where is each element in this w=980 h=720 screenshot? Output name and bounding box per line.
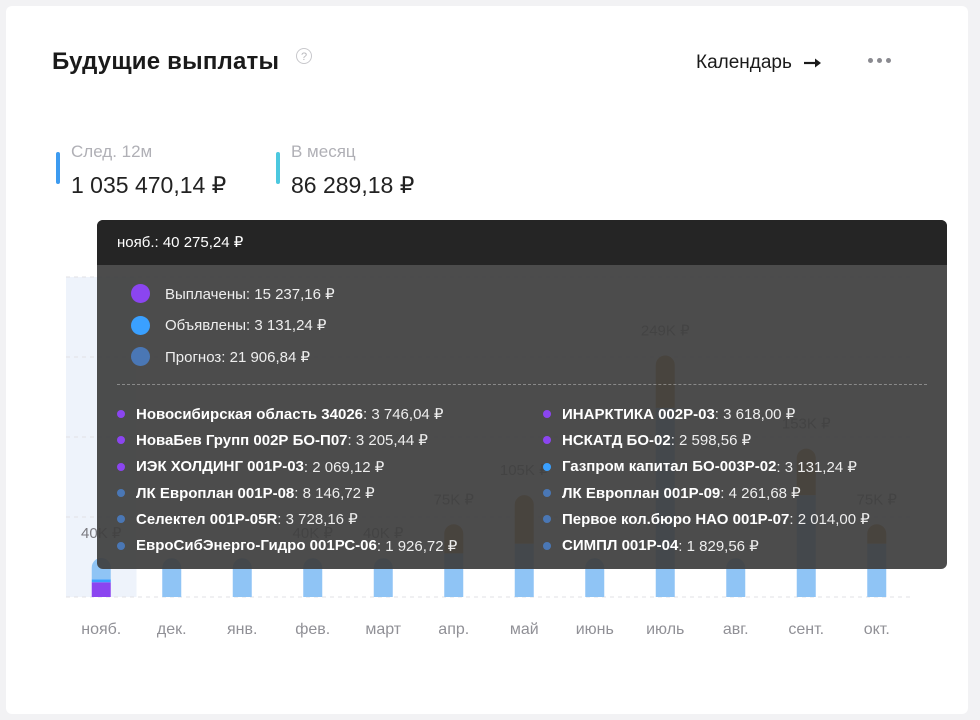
bond-name: ЛК Европлан 001Р-09 (562, 484, 721, 502)
bond-amount: : 1 926,72 ₽ (376, 537, 458, 555)
legend-dot-icon (131, 284, 150, 304)
tooltip-bond-row: ЕвроСибЭнерго-Гидро 001РС-06: 1 926,72 ₽ (117, 532, 457, 558)
more-options-icon[interactable] (868, 58, 891, 63)
x-tick-label: июль (646, 621, 684, 638)
stat-per-month-marker (276, 152, 280, 184)
bond-name: Селектел 001P-05R (136, 510, 278, 528)
x-tick-label: май (510, 621, 539, 638)
bond-amount: : 2 069,12 ₽ (303, 458, 385, 476)
x-tick-label: нояб. (81, 621, 121, 638)
bond-amount: : 2 014,00 ₽ (789, 511, 870, 529)
arrow-right-icon (803, 58, 821, 68)
tooltip-header: нояб.: 40 275,24 ₽ (97, 220, 947, 265)
tooltip-bond-row: НоваБев Групп 002Р БО-П07: 3 205,44 ₽ (117, 427, 457, 453)
bond-dot-icon (543, 462, 551, 471)
x-tick-label: фев. (295, 621, 330, 638)
legend-dot-icon (131, 347, 150, 367)
bond-amount: : 8 146,72 ₽ (294, 485, 375, 503)
card-title: Будущие выплаты (52, 48, 280, 75)
bond-dot-icon (117, 515, 125, 524)
tooltip-summary: Выплачены: 15 237,16 ₽ Объявлены: 3 131,… (131, 278, 335, 373)
stat-per-month-label: В месяц (291, 142, 356, 161)
stat-next-12m-marker (56, 152, 60, 184)
bond-dot-icon (117, 462, 125, 471)
tooltip-bond-row: Газпром капитал БО-003Р-02: 3 131,24 ₽ (543, 454, 870, 480)
bond-amount: : 3 728,16 ₽ (277, 511, 358, 529)
tooltip-bond-row: ЛК Европлан 001Р-08: 8 146,72 ₽ (117, 480, 457, 506)
bond-amount: : 3 746,04 ₽ (363, 406, 444, 424)
x-tick-label: окт. (864, 621, 890, 638)
tooltip-summary-text: Выплачены: 15 237,16 ₽ (165, 285, 335, 303)
bond-dot-icon (543, 410, 551, 419)
stat-per-month-value: 86 289,18 ₽ (291, 172, 415, 198)
bond-amount: : 3 618,00 ₽ (714, 406, 796, 424)
bond-name: Первое кол.бюро НАО 001P-07 (562, 510, 790, 528)
tooltip-bond-row: ИНАРКТИКА 002P-03: 3 618,00 ₽ (543, 401, 870, 427)
bond-name: ЕвроСибЭнерго-Гидро 001РС-06 (136, 537, 377, 555)
tooltip-summary-text: Прогноз: 21 906,84 ₽ (165, 348, 311, 366)
tooltip-right-column: ИНАРКТИКА 002P-03: 3 618,00 ₽ НСКАТД БО-0… (543, 401, 870, 559)
chart-tooltip: нояб.: 40 275,24 ₽ Выплачены: 15 237,16 … (97, 220, 947, 569)
tooltip-left-column: Новосибирская область 34026: 3 746,04 ₽ Н… (117, 401, 457, 559)
bond-amount: : 2 598,56 ₽ (670, 432, 752, 450)
bond-dot-icon (117, 541, 125, 550)
legend-dot-icon (131, 315, 150, 335)
tooltip-divider (117, 384, 927, 385)
tooltip-bond-row: ЛК Европлан 001Р-09: 4 261,68 ₽ (543, 480, 870, 506)
bond-name: Новосибирская область 34026 (136, 405, 364, 423)
x-tick-label: авг. (723, 621, 749, 638)
calendar-link[interactable]: Календарь (696, 52, 822, 74)
tooltip-summary-paid: Выплачены: 15 237,16 ₽ (131, 278, 335, 310)
bond-name: Газпром капитал БО-003Р-02 (562, 458, 777, 476)
bond-amount: : 3 131,24 ₽ (776, 458, 857, 476)
x-tick-label: апр. (438, 621, 469, 638)
tooltip-summary-announced: Объявлены: 3 131,24 ₽ (131, 310, 335, 342)
bond-name: ИЭК ХОЛДИНГ 001P-03 (136, 458, 304, 476)
stat-next-12m-value: 1 035 470,14 ₽ (71, 172, 227, 198)
bond-dot-icon (117, 489, 125, 498)
bond-name: СИМПЛ 001P-04 (562, 537, 679, 555)
bond-dot-icon (117, 436, 125, 445)
x-tick-label: март (365, 621, 401, 638)
bond-dot-icon (117, 410, 125, 419)
bond-name: НСКАТД БО-02 (562, 431, 671, 449)
bond-name: НоваБев Групп 002Р БО-П07 (136, 431, 348, 449)
bond-amount: : 1 829,56 ₽ (678, 537, 759, 555)
bond-amount: : 3 205,44 ₽ (347, 432, 428, 450)
x-tick-label: июнь (576, 621, 614, 638)
tooltip-bond-row: Селектел 001P-05R: 3 728,16 ₽ (117, 506, 457, 532)
bond-name: ИНАРКТИКА 002P-03 (562, 405, 715, 423)
tooltip-summary-text: Объявлены: 3 131,24 ₽ (165, 317, 327, 335)
stat-next-12m-label: След. 12м (71, 142, 153, 161)
bond-amount: : 4 261,68 ₽ (720, 485, 801, 503)
bar-segment[interactable] (91, 582, 111, 597)
bond-dot-icon (543, 515, 551, 524)
calendar-link-label: Календарь (696, 52, 792, 73)
bond-dot-icon (543, 436, 551, 445)
question-circle-icon[interactable]: ? (296, 48, 312, 64)
tooltip-bond-row: Первое кол.бюро НАО 001P-07: 2 014,00 ₽ (543, 506, 870, 532)
tooltip-bond-row: НСКАТД БО-02: 2 598,56 ₽ (543, 427, 870, 453)
tooltip-summary-forecast: Прогноз: 21 906,84 ₽ (131, 341, 335, 373)
bar-segment[interactable] (91, 579, 111, 583)
bond-dot-icon (543, 541, 551, 550)
x-tick-label: янв. (227, 621, 257, 638)
tooltip-bond-row: СИМПЛ 001P-04: 1 829,56 ₽ (543, 532, 870, 558)
bond-dot-icon (543, 489, 551, 498)
bond-name: ЛК Европлан 001Р-08 (136, 484, 295, 502)
tooltip-bond-row: ИЭК ХОЛДИНГ 001P-03: 2 069,12 ₽ (117, 454, 457, 480)
x-tick-label: сент. (788, 621, 824, 638)
x-tick-label: дек. (157, 621, 187, 638)
tooltip-bond-row: Новосибирская область 34026: 3 746,04 ₽ (117, 401, 457, 427)
